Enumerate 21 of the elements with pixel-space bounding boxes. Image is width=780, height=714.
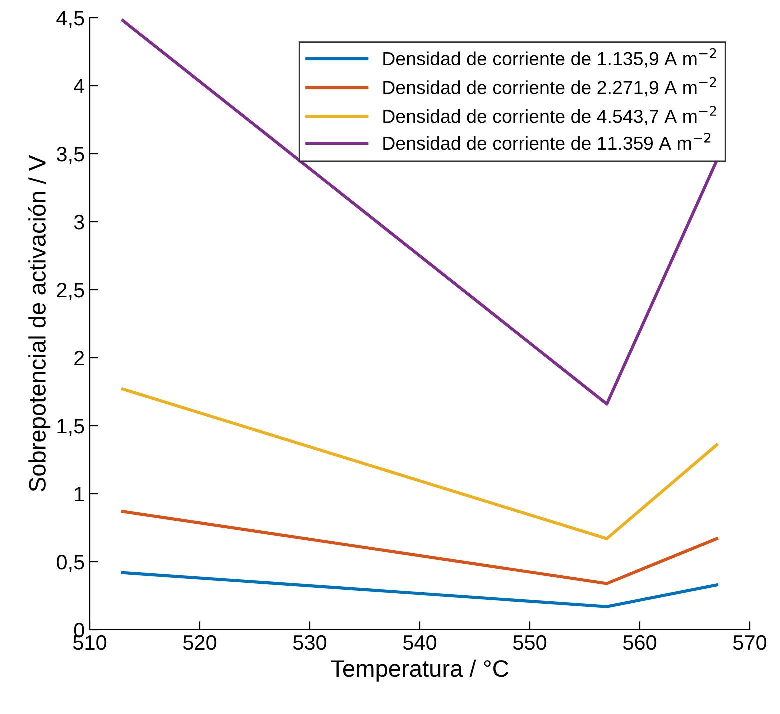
x-tick-label: 570 — [733, 635, 767, 650]
x-tick-label: 550 — [513, 635, 547, 650]
x-tick-label: 520 — [183, 635, 217, 650]
y-tick-label: 0,5 — [56, 555, 84, 572]
y-tick-label: 1 — [75, 487, 84, 502]
x-tick-label: 540 — [403, 635, 437, 650]
y-tick-label: 3 — [74, 215, 84, 230]
y-tick-label: 3,5 — [56, 147, 84, 164]
y-tick-label: 2 — [74, 351, 84, 366]
legend-label: Densidad de corriente de 1.135,9 A m$^{−2}$ — [384, 48, 716, 68]
legend-label: Densidad de corriente de 11.359 A m$^{−2}$ — [384, 133, 711, 150]
x-tick-label: 530 — [293, 635, 327, 650]
legend-label: Densidad de corriente de 2.271,9 A m$^{−2}$ — [384, 77, 716, 97]
x-axis-title: Temperatura / °C — [331, 660, 508, 682]
y-tick-label: 4,5 — [56, 11, 84, 28]
y-tick-label: 1,5 — [58, 419, 84, 436]
y-axis-title: Sobrepotencial de activación / V — [28, 155, 51, 492]
y-tick-label: 2,5 — [57, 283, 84, 300]
x-tick-label: 560 — [623, 635, 657, 650]
legend-label: Densidad de corriente de 4.543,7 A m$^{−2}$ — [384, 106, 716, 126]
y-tick-label: 4 — [74, 79, 85, 94]
